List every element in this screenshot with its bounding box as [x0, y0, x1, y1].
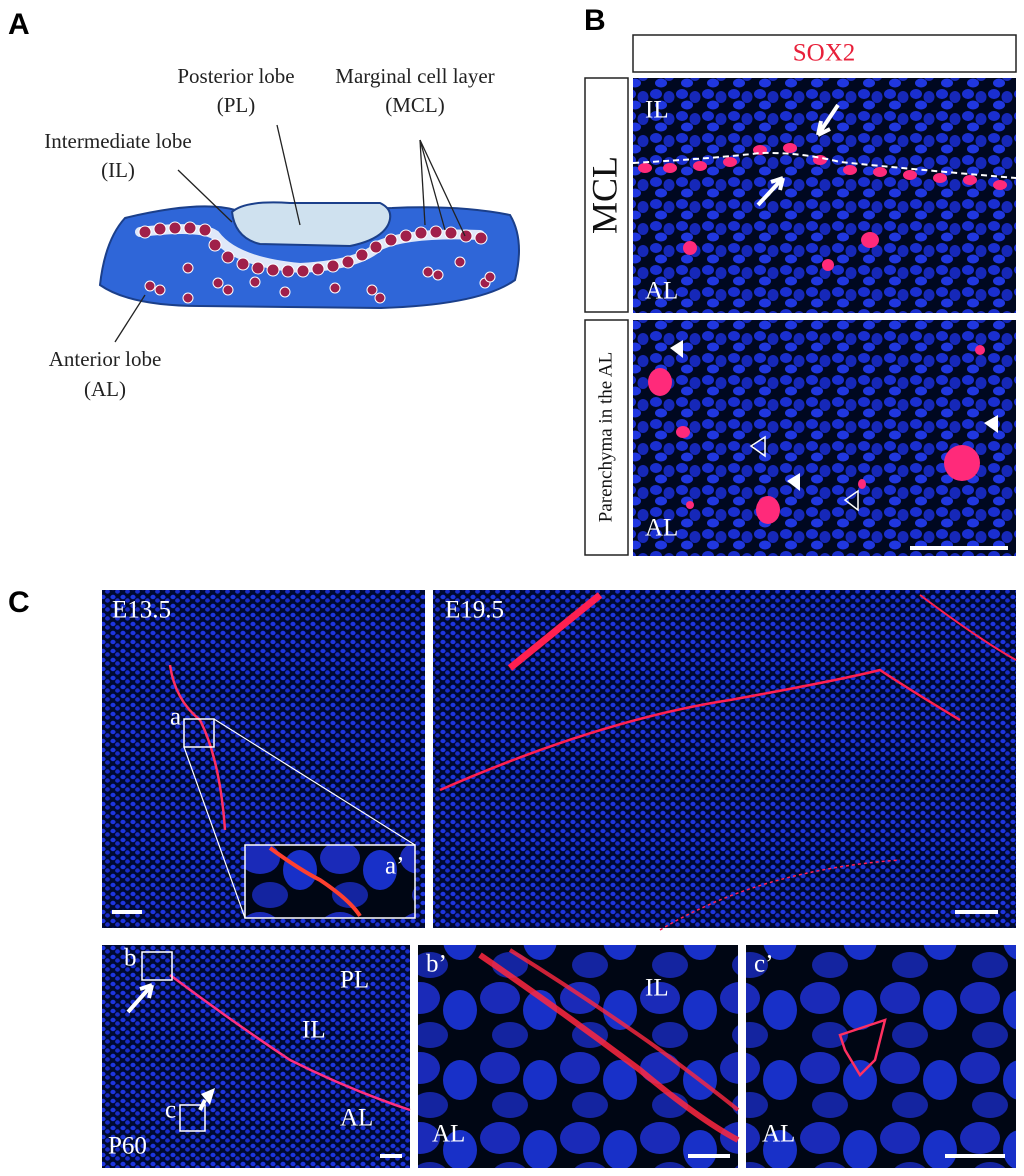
diagram-label: Anterior lobe — [49, 347, 162, 371]
stage-label: E13.5 — [112, 597, 171, 624]
diagram: Posterior lobe (PL) Marginal cell layer … — [44, 64, 520, 401]
box-label: b — [124, 945, 137, 972]
diagram-label: Posterior lobe — [177, 64, 294, 88]
inset-label: a’ — [385, 853, 404, 880]
box-label: c — [165, 1097, 176, 1124]
region-label: AL — [432, 1121, 465, 1148]
panel-sublabel: b’ — [426, 951, 447, 978]
diagram-label: (PL) — [217, 93, 256, 117]
stage-label: P60 — [108, 1133, 147, 1160]
stain-label: SOX2 — [793, 40, 856, 67]
box-label: a — [170, 704, 181, 731]
micrograph — [632, 78, 1017, 556]
diagram-label: (IL) — [101, 158, 135, 182]
diagram-label: (MCL) — [385, 93, 445, 117]
panel-sublabel: c’ — [754, 951, 773, 978]
region-label: PL — [340, 967, 369, 994]
region-label: AL — [340, 1105, 373, 1132]
row-label: Parenchyma in the AL — [595, 352, 616, 522]
panel-label: B — [584, 4, 606, 37]
region-label: IL — [645, 975, 669, 1002]
diagram-label: (AL) — [84, 377, 126, 401]
row-header — [584, 77, 629, 313]
micrograph — [102, 590, 1017, 1168]
row-header — [584, 319, 629, 556]
region-label: IL — [645, 97, 669, 124]
region-label: AL — [645, 278, 678, 305]
panel-label: C — [8, 586, 30, 619]
region-label: AL — [762, 1121, 795, 1148]
diagram-label: Marginal cell layer — [335, 64, 494, 88]
diagram-label: Intermediate lobe — [44, 129, 192, 153]
panel-label: A — [8, 8, 30, 41]
region-label: AL — [645, 515, 678, 542]
stage-label: E19.5 — [445, 597, 504, 624]
stain-header — [632, 34, 1017, 73]
row-label: MCL — [584, 156, 624, 234]
region-label: IL — [302, 1017, 326, 1044]
